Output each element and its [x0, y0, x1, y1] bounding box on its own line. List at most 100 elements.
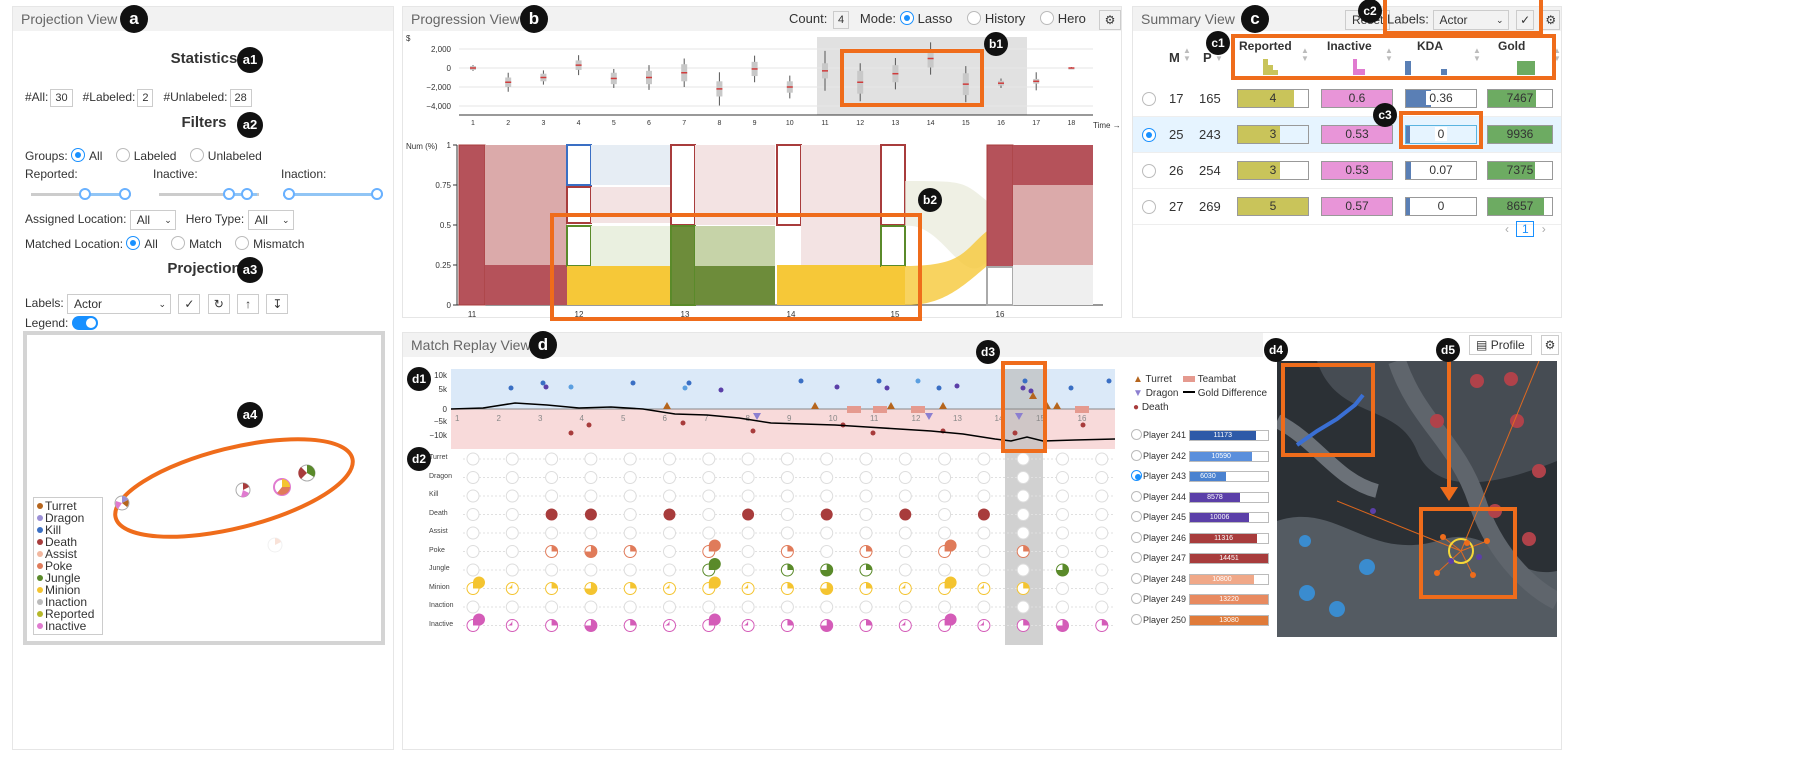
event-cell [938, 563, 952, 577]
projection-scatter[interactable]: Turret Dragon Kill Death Assist Poke Jun… [23, 331, 385, 645]
player-item[interactable]: Player 248 [1131, 572, 1186, 584]
legend-gold-difference: Gold Difference [1183, 387, 1267, 401]
gear-icon[interactable]: ⚙ [1099, 10, 1121, 30]
group-unlabeled-radio[interactable] [189, 148, 204, 162]
player-select-radio[interactable] [1131, 531, 1142, 543]
event-cell [623, 471, 637, 484]
cell-inactive: 0.53 [1321, 125, 1393, 144]
progression-controls: Count: 4 Mode: Lasso History Hero [789, 11, 1086, 29]
sort-m-icon[interactable]: ▲ ▼ [1183, 46, 1191, 63]
reported-slider[interactable] [31, 188, 131, 200]
hero-type-select[interactable]: All ⌄ [247, 210, 294, 230]
player-select-radio[interactable] [1131, 490, 1142, 502]
profile-button[interactable]: ▤ Profile [1469, 335, 1532, 355]
player-item[interactable]: Player 246 [1131, 531, 1186, 543]
sort-icon[interactable]: ▲ ▼ [1473, 46, 1481, 63]
mode-lasso-radio[interactable] [899, 11, 914, 25]
inaction-slider[interactable] [283, 188, 383, 200]
event-cell [741, 471, 755, 484]
player-select-radio[interactable] [1131, 593, 1142, 604]
row-select-radio[interactable] [1142, 164, 1156, 178]
player-select-radio[interactable] [1131, 429, 1142, 440]
sort-icon[interactable]: ▲ ▼ [1385, 46, 1393, 63]
sort-icon[interactable]: ▲ ▼ [1553, 46, 1561, 63]
matched-all-radio[interactable] [126, 236, 141, 250]
player-gold-bar: 14451 [1189, 553, 1269, 564]
stats-row: #All: 30 #Labeled: 2 #Unlabeled: 28 [25, 89, 252, 107]
player-select-radio[interactable] [1131, 552, 1142, 563]
summary-view: Summary View c Reset Labels: Actor⌄ ✓ ⚙ … [1132, 0, 1563, 318]
table-row[interactable]: 26 254 3 0.53 0.07 7375 [1133, 153, 1561, 189]
row-label: Kill [429, 491, 439, 498]
table-row[interactable]: 27 269 5 0.57 0 8657 [1133, 189, 1561, 225]
inactive-slider[interactable] [159, 188, 259, 200]
summary-labels: Labels: Actor ⌄ ✓ ⚙ [1387, 10, 1560, 30]
player-select-radio[interactable] [1131, 470, 1142, 481]
player-select-radio[interactable] [1131, 449, 1142, 461]
matched-mismatch-radio[interactable] [235, 236, 250, 250]
col-m[interactable]: M [1169, 50, 1180, 65]
event-cell [741, 563, 755, 577]
num-tick-label: 0.75 [435, 181, 451, 190]
assigned-location-select[interactable]: All ⌄ [129, 210, 176, 230]
player-select-radio[interactable] [1131, 613, 1142, 625]
summary-labels-select[interactable]: Actor ⌄ [1432, 10, 1509, 30]
table-row[interactable]: 17 165 4 0.6 0.36 7467 [1133, 81, 1561, 117]
legend-toggle[interactable] [71, 316, 98, 330]
player-item[interactable]: Player 245 [1131, 511, 1186, 522]
upload-icon[interactable]: ↑ [237, 294, 260, 314]
matched-match-radio[interactable] [171, 236, 186, 250]
event-cell [859, 508, 873, 521]
event-cell [1095, 489, 1109, 503]
player-item[interactable]: Player 243 [1131, 470, 1186, 481]
cell-p: 269 [1199, 199, 1221, 214]
col-reported[interactable]: Reported [1239, 39, 1292, 53]
row-select-radio[interactable] [1142, 92, 1156, 106]
player-select-radio[interactable] [1131, 572, 1142, 584]
player-item[interactable]: Player 242 [1131, 449, 1186, 461]
groups-filter: Groups: All Labeled Unlabeled [25, 148, 262, 163]
player-item[interactable]: Player 247 [1131, 552, 1186, 563]
check-icon[interactable]: ✓ [178, 294, 201, 314]
event-cell [545, 489, 559, 503]
flow-tick-label: 13 [681, 310, 690, 319]
col-kda[interactable]: KDA [1417, 39, 1443, 53]
event-cell [898, 600, 912, 614]
check-icon[interactable]: ✓ [1516, 10, 1535, 30]
player-item[interactable]: Player 249 [1131, 593, 1186, 604]
refresh-icon[interactable]: ↻ [207, 294, 230, 314]
mode-history-radio[interactable] [966, 11, 981, 25]
download-icon[interactable]: ↧ [266, 294, 289, 314]
prev-page-icon[interactable]: ‹ [1505, 222, 1509, 236]
col-gold[interactable]: Gold [1498, 39, 1526, 53]
arrow-head-icon [1440, 487, 1458, 501]
group-all-radio[interactable] [71, 148, 86, 162]
next-page-icon[interactable]: › [1541, 222, 1546, 236]
sort-icon[interactable]: ▲ ▼ [1301, 46, 1309, 63]
cell-kda: 0 [1405, 125, 1477, 144]
col-p[interactable]: P [1203, 50, 1212, 65]
player-item[interactable]: Player 241 [1131, 429, 1186, 440]
mode-hero-radio[interactable] [1039, 11, 1054, 25]
row-select-radio[interactable] [1142, 200, 1156, 214]
player-item[interactable]: Player 244 [1131, 490, 1186, 502]
col-inactive[interactable]: Inactive [1327, 39, 1372, 53]
gear-icon[interactable]: ⚙ [1541, 335, 1559, 355]
group-labeled-radio[interactable] [115, 148, 130, 162]
row-label: Inaction [429, 602, 454, 609]
player-item[interactable]: Player 250 [1131, 613, 1186, 625]
gear-icon[interactable]: ⚙ [1541, 10, 1560, 30]
summary-header: M ▲▼ P ▲▼ Reported Inactive KDA Gold ▲▼ … [1133, 37, 1563, 87]
legend-inactive: Inactive [37, 620, 99, 632]
event-cell [820, 545, 834, 558]
row-select-radio[interactable] [1142, 128, 1156, 142]
event-cell [1095, 471, 1109, 484]
table-row[interactable]: 25 243 3 0.53 0 9936 [1133, 117, 1561, 153]
game-minimap[interactable] [1277, 361, 1557, 637]
player-gold-bar: 11316 [1189, 532, 1269, 544]
labels-select[interactable]: Actor ⌄ [67, 294, 172, 314]
legend-assist: Assist [37, 548, 99, 560]
player-select-radio[interactable] [1131, 511, 1142, 522]
page-1[interactable]: 1 [1516, 221, 1535, 237]
event-cell [977, 508, 990, 521]
